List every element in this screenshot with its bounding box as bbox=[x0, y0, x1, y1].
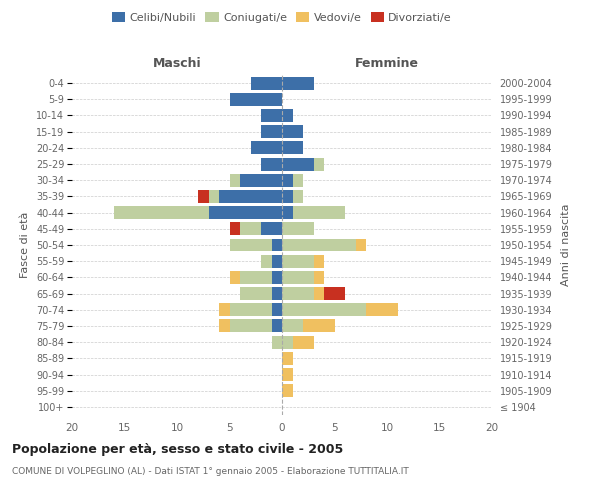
Bar bbox=[219, 304, 229, 316]
Bar bbox=[229, 238, 271, 252]
Bar bbox=[282, 174, 293, 186]
Text: Maschi: Maschi bbox=[152, 57, 202, 70]
Bar bbox=[209, 190, 219, 203]
Text: Femmine: Femmine bbox=[355, 57, 419, 70]
Y-axis label: Anni di nascita: Anni di nascita bbox=[561, 204, 571, 286]
Bar bbox=[251, 142, 282, 154]
Bar bbox=[282, 336, 293, 348]
Bar bbox=[271, 254, 282, 268]
Bar bbox=[114, 206, 209, 219]
Bar bbox=[282, 254, 314, 268]
Bar bbox=[261, 254, 271, 268]
Bar bbox=[240, 287, 271, 300]
Bar bbox=[293, 336, 314, 348]
Bar bbox=[219, 320, 229, 332]
Bar bbox=[261, 109, 282, 122]
Bar bbox=[282, 238, 355, 252]
Bar bbox=[282, 109, 293, 122]
Bar bbox=[271, 320, 282, 332]
Bar bbox=[314, 287, 324, 300]
Bar bbox=[314, 158, 324, 170]
Bar bbox=[219, 190, 282, 203]
Bar bbox=[293, 190, 303, 203]
Bar bbox=[240, 271, 271, 284]
Bar bbox=[282, 142, 303, 154]
Bar bbox=[261, 125, 282, 138]
Bar bbox=[355, 238, 366, 252]
Bar bbox=[271, 304, 282, 316]
Bar bbox=[282, 125, 303, 138]
Bar bbox=[229, 174, 240, 186]
Bar bbox=[282, 222, 314, 235]
Bar bbox=[282, 287, 314, 300]
Y-axis label: Fasce di età: Fasce di età bbox=[20, 212, 31, 278]
Bar bbox=[251, 76, 282, 90]
Bar bbox=[324, 287, 345, 300]
Bar bbox=[229, 93, 282, 106]
Bar bbox=[366, 304, 398, 316]
Bar bbox=[229, 304, 271, 316]
Bar bbox=[282, 352, 293, 365]
Bar bbox=[271, 238, 282, 252]
Text: COMUNE DI VOLPEGLINO (AL) - Dati ISTAT 1° gennaio 2005 - Elaborazione TUTTITALIA: COMUNE DI VOLPEGLINO (AL) - Dati ISTAT 1… bbox=[12, 468, 409, 476]
Bar bbox=[293, 174, 303, 186]
Bar bbox=[282, 320, 303, 332]
Bar bbox=[271, 287, 282, 300]
Bar bbox=[282, 271, 314, 284]
Bar bbox=[209, 206, 282, 219]
Bar bbox=[282, 206, 293, 219]
Bar bbox=[303, 320, 335, 332]
Bar bbox=[240, 222, 261, 235]
Bar bbox=[229, 222, 240, 235]
Bar bbox=[314, 271, 324, 284]
Bar bbox=[240, 174, 282, 186]
Bar bbox=[282, 384, 293, 397]
Bar bbox=[198, 190, 209, 203]
Legend: Celibi/Nubili, Coniugati/e, Vedovi/e, Divorziati/e: Celibi/Nubili, Coniugati/e, Vedovi/e, Di… bbox=[107, 8, 457, 28]
Bar bbox=[282, 368, 293, 381]
Bar bbox=[282, 304, 366, 316]
Bar bbox=[293, 206, 345, 219]
Bar bbox=[282, 190, 293, 203]
Bar bbox=[271, 336, 282, 348]
Bar bbox=[271, 271, 282, 284]
Bar bbox=[261, 158, 282, 170]
Bar bbox=[282, 158, 314, 170]
Bar bbox=[314, 254, 324, 268]
Bar bbox=[229, 271, 240, 284]
Bar bbox=[229, 320, 271, 332]
Bar bbox=[261, 222, 282, 235]
Text: Popolazione per età, sesso e stato civile - 2005: Popolazione per età, sesso e stato civil… bbox=[12, 442, 343, 456]
Bar bbox=[282, 76, 314, 90]
